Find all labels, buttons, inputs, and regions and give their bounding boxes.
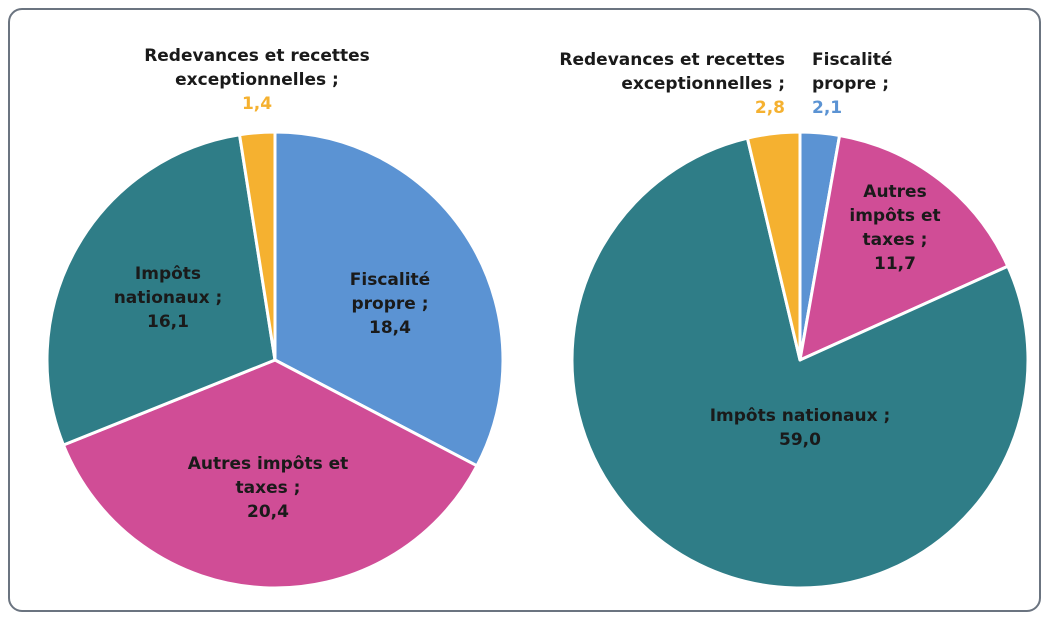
pie-slice [745,130,802,362]
slice-label: Fiscalité propre ; 2,1 [812,48,912,120]
category-label: Redevances et recettes exceptionnelles ; [144,46,370,90]
category-label: Redevances et recettes exceptionnelles ; [559,50,785,94]
slice-label: Redevances et recettes exceptionnelles ;… [515,48,785,120]
frame [8,8,1041,612]
pie-slice [61,358,479,590]
slice-label: Autres impôts et taxes ; 20,4 [178,452,358,524]
category-label: Autres impôts et taxes ; [187,454,349,498]
value-label: 59,0 [779,430,821,450]
slice-label: Impôts nationaux ; 16,1 [103,262,233,334]
category-label: Fiscalité propre ; [812,50,893,94]
category-label: Impôts nationaux ; [709,406,891,426]
pie-slice [570,136,1030,590]
pie-slice [273,130,505,468]
slice-label: Impôts nationaux ; 59,0 [650,404,950,452]
value-label: 1,4 [241,94,273,114]
pie-slice [45,133,277,447]
value-label: 16,1 [147,312,189,332]
category-label: Autres impôts et taxes ; [849,182,941,250]
value-label: 11,7 [874,254,916,274]
pie-slice [238,130,277,362]
value-label: 2,8 [754,98,785,118]
slice-label: Redevances et recettes exceptionnelles ;… [122,44,392,116]
pie-slice [798,133,1010,362]
slice-label: Fiscalité propre ; 18,4 [330,268,450,340]
value-label: 18,4 [369,318,411,338]
category-label: Impôts nationaux ; [113,264,223,308]
value-label: 20,4 [247,502,289,522]
category-label: Fiscalité propre ; [349,270,431,314]
value-label: 2,1 [812,98,843,118]
slice-label: Autres impôts et taxes ; 11,7 [840,180,950,276]
